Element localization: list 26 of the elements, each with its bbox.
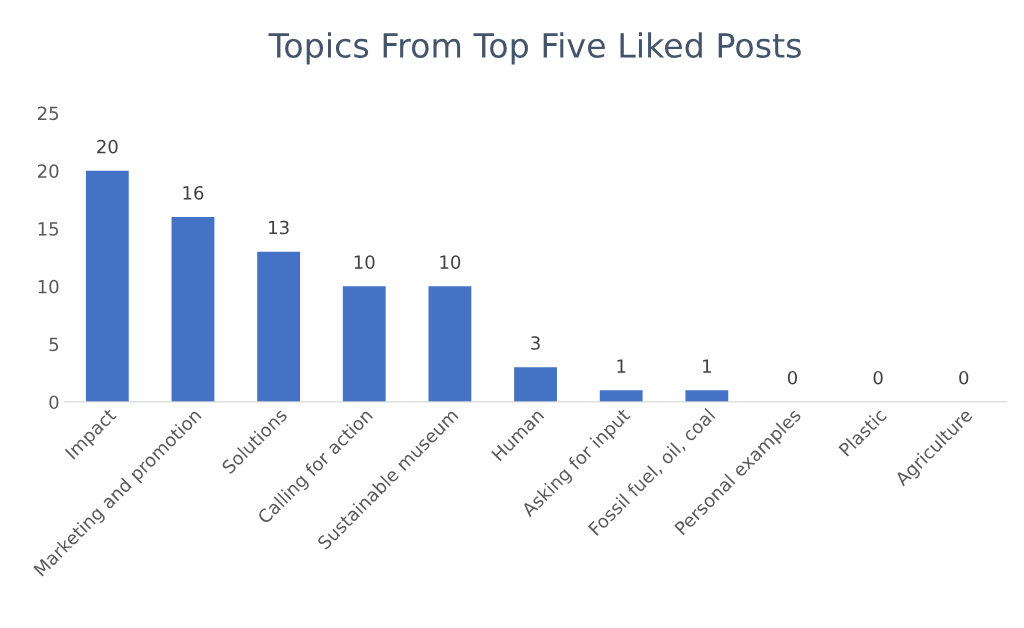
- chart-title: Topics From Top Five Liked Posts: [268, 32, 801, 65]
- data-label: 3: [531, 336, 540, 350]
- data-label: 1: [703, 359, 711, 373]
- bar: [257, 251, 301, 402]
- y-tick-label: 0: [49, 395, 59, 410]
- data-label: 13: [269, 220, 289, 235]
- data-label: 0: [787, 370, 798, 385]
- data-label: 1: [617, 359, 626, 373]
- bar: [428, 286, 472, 402]
- bar: [171, 217, 215, 402]
- bar: [685, 390, 729, 402]
- bar: [514, 367, 557, 402]
- y-tick-label: 10: [38, 279, 59, 294]
- bar: [85, 170, 129, 402]
- bar: [599, 390, 643, 402]
- data-label: 10: [354, 255, 375, 269]
- data-label: 10: [440, 255, 461, 269]
- y-tick-label: 15: [38, 222, 59, 236]
- data-label: 0: [873, 370, 883, 385]
- data-label: 16: [183, 185, 204, 200]
- data-label: 0: [959, 370, 969, 385]
- y-tick-label: 25: [38, 106, 59, 121]
- y-tick-label: 20: [38, 164, 59, 178]
- bar: [342, 286, 386, 402]
- y-tick-label: 5: [49, 337, 59, 352]
- data-label: 20: [97, 139, 118, 154]
